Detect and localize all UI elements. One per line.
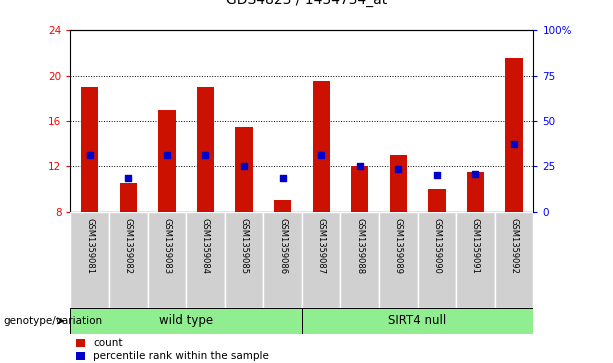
Legend: count, percentile rank within the sample: count, percentile rank within the sample — [75, 338, 269, 362]
Text: GSM1359083: GSM1359083 — [162, 219, 172, 274]
Bar — [466, 172, 484, 212]
FancyBboxPatch shape — [225, 212, 264, 308]
Text: wild type: wild type — [159, 314, 213, 327]
FancyBboxPatch shape — [264, 212, 302, 308]
Text: GDS4823 / 1434734_at: GDS4823 / 1434734_at — [226, 0, 387, 7]
FancyBboxPatch shape — [379, 212, 417, 308]
Point — [278, 175, 287, 180]
Point — [471, 171, 481, 177]
FancyBboxPatch shape — [70, 212, 109, 308]
Point — [355, 163, 365, 169]
Text: GSM1359090: GSM1359090 — [432, 219, 441, 274]
Bar — [81, 87, 99, 212]
FancyBboxPatch shape — [302, 212, 340, 308]
Bar — [158, 110, 175, 212]
Point — [316, 152, 326, 158]
FancyBboxPatch shape — [148, 212, 186, 308]
Text: GSM1359082: GSM1359082 — [124, 219, 133, 274]
FancyBboxPatch shape — [417, 212, 456, 308]
Bar — [313, 81, 330, 212]
Point — [85, 152, 94, 158]
Text: GSM1359089: GSM1359089 — [394, 219, 403, 274]
Bar — [505, 58, 523, 212]
FancyBboxPatch shape — [70, 308, 302, 334]
Text: GSM1359092: GSM1359092 — [509, 219, 519, 274]
FancyBboxPatch shape — [70, 212, 533, 308]
FancyBboxPatch shape — [495, 212, 533, 308]
FancyBboxPatch shape — [456, 212, 495, 308]
Text: GSM1359091: GSM1359091 — [471, 219, 480, 274]
Text: GSM1359087: GSM1359087 — [317, 219, 326, 274]
Bar — [351, 166, 368, 212]
Point — [162, 152, 172, 158]
Point — [509, 140, 519, 146]
Text: SIRT4 null: SIRT4 null — [389, 314, 447, 327]
Bar — [120, 183, 137, 212]
Point — [200, 152, 210, 158]
Text: genotype/variation: genotype/variation — [3, 316, 102, 326]
Bar — [390, 155, 407, 212]
FancyBboxPatch shape — [340, 212, 379, 308]
FancyBboxPatch shape — [302, 308, 533, 334]
FancyBboxPatch shape — [109, 212, 148, 308]
Point — [123, 175, 133, 180]
Bar — [274, 200, 291, 212]
Point — [239, 163, 249, 169]
Bar — [235, 127, 253, 212]
Text: GSM1359088: GSM1359088 — [356, 219, 364, 274]
Bar — [428, 189, 446, 212]
Bar — [197, 87, 214, 212]
Text: GSM1359085: GSM1359085 — [240, 219, 248, 274]
Text: GSM1359081: GSM1359081 — [85, 219, 94, 274]
Point — [394, 166, 403, 171]
Text: GSM1359086: GSM1359086 — [278, 219, 287, 274]
Text: GSM1359084: GSM1359084 — [201, 219, 210, 274]
FancyBboxPatch shape — [186, 212, 225, 308]
Point — [432, 172, 442, 178]
